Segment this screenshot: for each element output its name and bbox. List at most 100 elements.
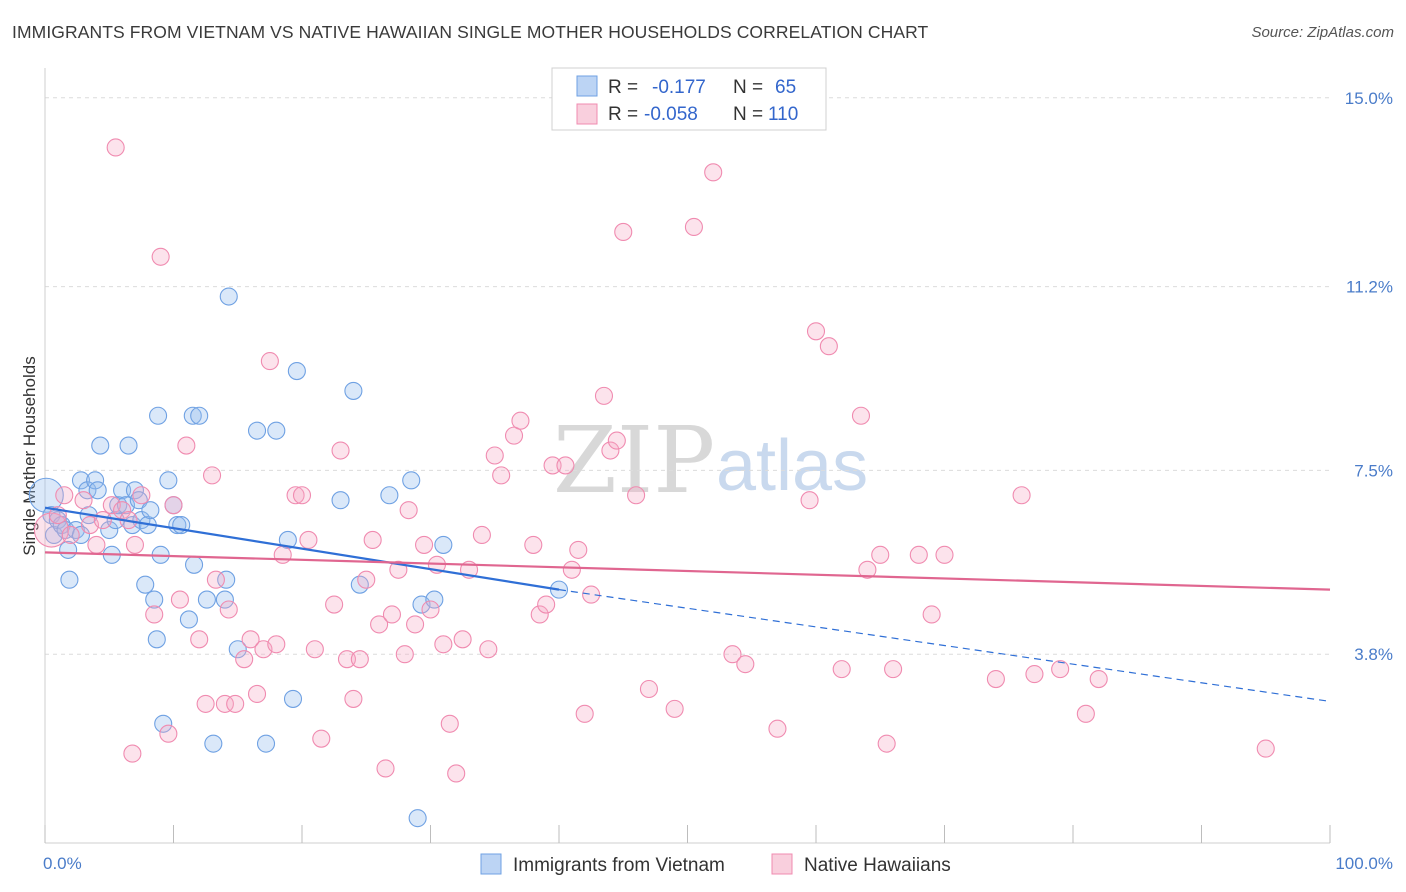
data-point <box>594 386 614 405</box>
data-point <box>183 406 202 425</box>
data-point <box>286 486 305 505</box>
chart-title: IMMIGRANTS FROM VIETNAM VS NATIVE HAWAII… <box>12 22 929 42</box>
data-point <box>434 535 453 554</box>
stats-swatch-vietnam <box>576 75 598 97</box>
legend-label-vietnam: Immigrants from Vietnam <box>513 855 725 876</box>
y-axis-label: Single Mother Households <box>20 356 39 555</box>
data-point <box>1025 665 1044 684</box>
data-point <box>241 630 260 649</box>
data-point <box>877 734 896 753</box>
data-point <box>204 734 223 753</box>
data-point <box>1089 670 1108 689</box>
data-point <box>363 530 382 550</box>
chart-source: Source: ZipAtlas.com <box>1251 24 1394 41</box>
data-point <box>357 570 376 589</box>
data-point <box>100 520 119 540</box>
data-point <box>337 650 357 669</box>
data-point <box>177 436 196 455</box>
stats-r-value-1: -0.177 <box>652 77 706 98</box>
data-point <box>145 605 164 624</box>
data-point <box>408 809 427 828</box>
data-point <box>858 560 877 579</box>
data-point <box>376 759 395 778</box>
data-point <box>299 530 318 550</box>
data-point <box>421 600 440 619</box>
data-point <box>627 486 646 505</box>
x-tick-label-max: 100.0% <box>1335 854 1393 873</box>
data-point <box>344 381 363 400</box>
data-point <box>684 217 703 237</box>
data-point <box>247 684 267 704</box>
data-point <box>1076 704 1095 723</box>
data-point <box>639 679 659 699</box>
data-point <box>203 466 222 485</box>
data-point <box>190 406 209 425</box>
data-point <box>935 545 954 564</box>
data-point <box>370 615 389 634</box>
data-point <box>665 699 684 718</box>
series-vietnam-points <box>28 287 569 828</box>
data-point <box>217 570 236 589</box>
data-point <box>60 570 79 589</box>
data-point <box>305 640 324 659</box>
data-point <box>179 610 198 629</box>
axes <box>44 68 1331 844</box>
data-point <box>909 545 928 564</box>
stats-n-label-2: N = <box>733 104 763 125</box>
stats-n-value-2: 110 <box>768 104 798 125</box>
series-hawaiian-points <box>33 138 1275 783</box>
data-point <box>350 650 369 669</box>
data-point <box>119 436 138 455</box>
data-point <box>159 471 178 490</box>
data-point <box>267 421 286 440</box>
data-point <box>543 456 562 475</box>
data-point <box>170 590 189 609</box>
data-point <box>292 486 312 505</box>
data-point <box>123 744 142 763</box>
data-point <box>235 650 254 669</box>
data-point <box>434 635 453 654</box>
trend-lines <box>44 506 1331 703</box>
legend-swatch-vietnam <box>480 853 502 875</box>
data-point <box>61 525 80 545</box>
data-point <box>219 600 238 619</box>
data-point <box>806 322 826 341</box>
data-point <box>562 560 581 579</box>
data-point <box>154 714 173 733</box>
data-point <box>819 337 838 356</box>
data-point <box>382 605 402 624</box>
data-point <box>331 491 350 510</box>
data-point <box>537 595 556 614</box>
y-tick-label: 7.5% <box>1354 461 1393 480</box>
data-point <box>851 406 871 425</box>
data-point <box>190 630 209 649</box>
data-point <box>884 660 903 679</box>
stats-r-value-2: -0.058 <box>644 104 698 125</box>
data-point <box>102 496 121 515</box>
data-point <box>78 481 97 500</box>
data-point <box>206 570 225 589</box>
data-point <box>1256 739 1275 758</box>
data-point <box>196 694 215 713</box>
data-point <box>530 605 549 624</box>
data-point <box>425 590 444 609</box>
data-point <box>832 660 851 679</box>
data-point <box>399 501 418 520</box>
data-point <box>380 486 399 505</box>
data-point <box>556 456 575 475</box>
data-point <box>136 575 155 594</box>
x-tick-label-min: 0.0% <box>43 854 82 873</box>
data-point <box>283 689 303 708</box>
data-point <box>149 406 168 425</box>
data-point <box>106 138 125 157</box>
bottom-legend: Immigrants from Vietnam Native Hawaiians <box>480 853 951 876</box>
legend-swatch-hawaiian <box>771 853 793 875</box>
watermark-zip: ZIP <box>553 407 715 514</box>
data-point <box>28 477 64 513</box>
data-point <box>228 640 247 659</box>
data-point <box>325 595 344 614</box>
data-point <box>226 694 245 713</box>
data-point <box>66 520 85 540</box>
stats-swatch-hawaiian <box>576 103 598 125</box>
